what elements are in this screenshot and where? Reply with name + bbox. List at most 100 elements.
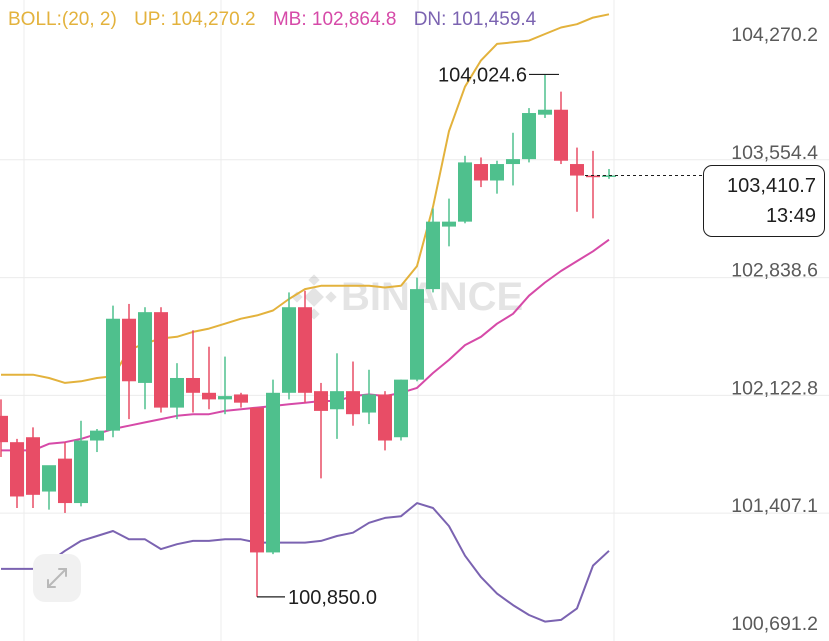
candle	[218, 356, 232, 415]
candle	[378, 391, 392, 451]
candle-body	[554, 109, 568, 161]
candle-body	[458, 162, 472, 222]
candle-body	[298, 307, 312, 393]
candle-countdown: 13:49	[765, 205, 816, 227]
candle	[10, 438, 24, 508]
y-tick-label: 102,122.8	[731, 377, 818, 399]
legend-boll-params: BOLL:(20, 2)	[8, 9, 117, 30]
candle-body	[314, 391, 328, 411]
lower-band-line	[1, 502, 610, 623]
candle-body	[26, 437, 40, 495]
candle-body	[186, 377, 200, 393]
candle-body	[378, 394, 392, 441]
candle	[394, 379, 408, 441]
candle	[474, 157, 488, 188]
candle	[410, 277, 424, 382]
candle	[266, 379, 280, 555]
candle-body	[122, 318, 136, 382]
candle-body	[106, 318, 120, 431]
candle	[362, 369, 376, 425]
candle-body	[474, 164, 488, 181]
y-tick-label: 100,691.2	[731, 613, 818, 635]
candle	[138, 307, 152, 410]
current-price-tag[interactable]: 103,410.7 13:49	[703, 165, 825, 237]
candle-body	[410, 289, 424, 380]
candle-body	[170, 377, 184, 408]
candle-body	[442, 221, 456, 227]
candle	[250, 407, 264, 597]
candle	[506, 132, 520, 186]
candle	[106, 305, 120, 438]
candle-body	[538, 109, 552, 115]
candle-body	[154, 312, 168, 408]
candle-body	[42, 465, 56, 492]
candle	[234, 392, 248, 408]
y-tick-label: 104,270.2	[731, 24, 818, 46]
legend-upper-band: UP: 104,270.2	[134, 9, 256, 30]
candle-body	[586, 175, 600, 178]
candle-body	[74, 440, 88, 504]
candle-body	[490, 164, 504, 181]
candle-body	[330, 391, 344, 410]
candle-body	[234, 394, 248, 403]
candle	[314, 382, 328, 479]
candle	[202, 346, 216, 410]
y-axis: 104,270.2 103,554.4 102,838.6 102,122.8 101,…	[731, 24, 818, 635]
legend-middle-band: MB: 102,864.8	[272, 9, 397, 30]
low-marker-label: 100,850.0	[288, 587, 377, 609]
candle-body	[346, 391, 360, 415]
candle-body	[282, 307, 296, 393]
candle	[74, 420, 88, 507]
candle-body	[522, 113, 536, 160]
candle-body	[394, 379, 408, 438]
watermark: BINANCE	[291, 274, 523, 320]
candle	[458, 155, 472, 224]
candle-body	[506, 159, 520, 165]
candle	[58, 442, 72, 513]
candle	[554, 91, 568, 165]
candle	[442, 198, 456, 247]
current-price-value: 103,410.7	[727, 175, 816, 197]
candle-body	[426, 221, 440, 290]
candle-body	[202, 392, 216, 400]
candle	[522, 108, 536, 163]
candle	[122, 303, 136, 420]
candle	[26, 427, 40, 508]
expand-button[interactable]	[33, 554, 81, 602]
candle	[346, 361, 360, 426]
boll-legend: BOLL:(20, 2) UP: 104,270.2 MB: 102,864.8…	[8, 9, 548, 31]
candle-body	[0, 415, 8, 443]
candle	[154, 307, 168, 413]
candle-body	[250, 407, 264, 553]
candle	[490, 160, 504, 194]
candles	[0, 74, 616, 597]
candle	[282, 292, 296, 400]
candle-body	[570, 164, 584, 176]
y-tick-label: 101,407.1	[731, 495, 818, 517]
candle	[330, 353, 344, 439]
candle	[298, 290, 312, 403]
candle-body	[266, 392, 280, 553]
candle-body	[10, 442, 24, 497]
candle	[170, 363, 184, 420]
candle-body	[138, 312, 152, 383]
candle	[570, 147, 584, 212]
candle	[90, 429, 104, 453]
candle-body	[218, 396, 232, 400]
price-annotations: 104,024.6 100,850.0	[257, 64, 559, 609]
expand-arrows-icon	[47, 568, 67, 588]
candle	[538, 74, 552, 118]
candle	[586, 150, 600, 219]
candle	[0, 399, 8, 457]
candle	[602, 168, 616, 179]
candle-body	[602, 175, 616, 177]
candle-body	[90, 430, 104, 441]
candle	[42, 465, 56, 510]
y-tick-label: 102,838.6	[731, 260, 818, 282]
candle	[426, 208, 440, 293]
y-tick-label: 103,554.4	[731, 142, 818, 164]
high-marker-label: 104,024.6	[438, 64, 527, 86]
candle	[186, 330, 200, 413]
